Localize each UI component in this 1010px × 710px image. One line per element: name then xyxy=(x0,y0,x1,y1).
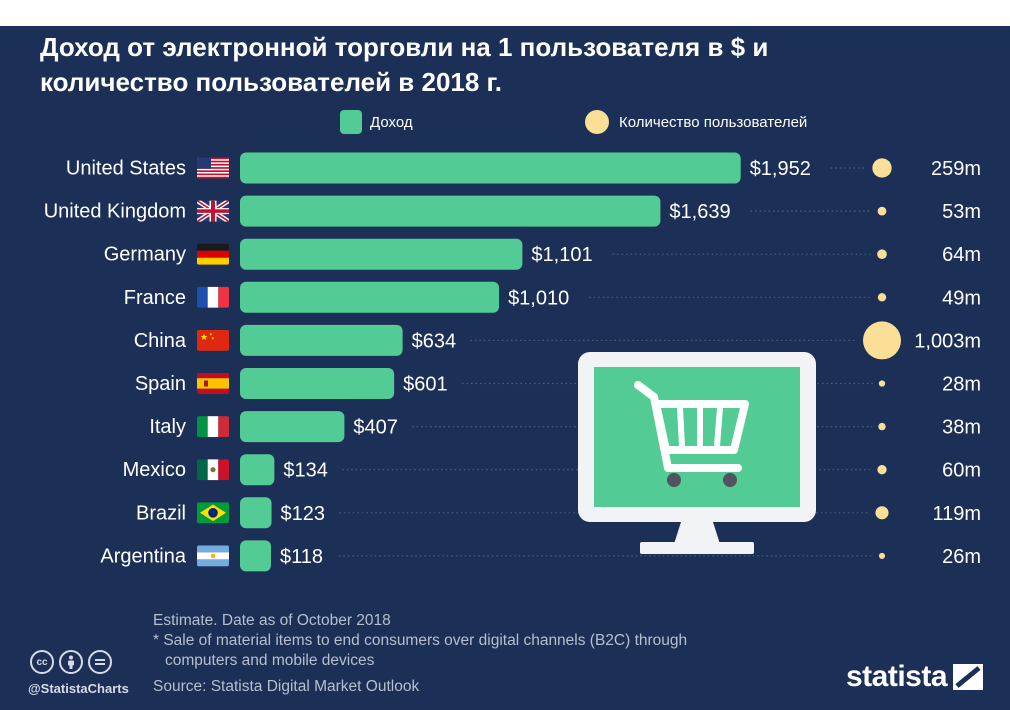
revenue-bar-china xyxy=(240,324,403,356)
revenue-label-mexico: $134 xyxy=(283,460,328,482)
users-dot-mexico xyxy=(877,465,887,475)
germany-flag-icon xyxy=(197,243,229,265)
revenue-bar-france xyxy=(240,281,500,313)
revenue-label-spain: $601 xyxy=(403,374,448,396)
license-icons: cc xyxy=(30,650,112,674)
chart-title-line-1: Доход от электронной торговли на 1 польз… xyxy=(40,32,769,62)
category-label-china: China xyxy=(134,330,187,352)
brazil-flag-icon xyxy=(197,502,229,524)
brand-wordmark: statista xyxy=(846,660,948,693)
cc-icon: cc xyxy=(30,650,54,674)
revenue-label-united-states: $1,952 xyxy=(750,158,811,180)
users-dot-spain xyxy=(878,380,886,387)
category-label-france: France xyxy=(124,287,186,309)
users-label-italy: 38m xyxy=(942,417,981,439)
revenue-bar-brazil xyxy=(240,497,272,529)
revenue-bar-united-kingdom xyxy=(240,195,661,227)
legend-item-revenue: Доход xyxy=(340,110,413,134)
revenue-bar-spain xyxy=(240,368,395,399)
users-label-france: 49m xyxy=(942,287,981,309)
users-label-argentina: 26m xyxy=(942,546,981,568)
revenue-bar-mexico xyxy=(240,454,275,486)
users-dot-germany xyxy=(877,249,887,259)
spain-flag-icon xyxy=(197,373,229,394)
chart-rows: United States $1,952 259m United Kingdom $1,… xyxy=(44,152,981,572)
china-flag-icon xyxy=(197,329,229,351)
users-label-united-kingdom: 53m xyxy=(942,201,981,223)
category-label-spain: Spain xyxy=(135,373,186,395)
revenue-label-italy: $407 xyxy=(353,417,398,439)
users-dot-argentina xyxy=(878,552,886,559)
legend-label-revenue: Доход xyxy=(370,113,413,131)
revenue-label-france: $1,010 xyxy=(508,287,569,309)
statista-logo[interactable]: statista xyxy=(846,660,984,694)
italy-flag-icon xyxy=(197,416,229,438)
users-label-united-states: 259m xyxy=(931,158,981,180)
revenue-label-germany: $1,101 xyxy=(531,244,592,266)
revenue-bar-italy xyxy=(240,411,345,443)
users-dot-italy xyxy=(878,422,886,431)
argentina-flag-icon xyxy=(197,545,229,567)
footer-source: Source: Statista Digital Market Outlook xyxy=(153,678,420,695)
revenue-label-argentina: $118 xyxy=(280,546,323,568)
footer-notes: Estimate. Date as of October 2018 * Sale… xyxy=(153,611,687,671)
nd-icon xyxy=(88,650,112,674)
users-dot-united-states xyxy=(872,158,892,178)
mexico-flag-icon xyxy=(197,459,229,481)
category-label-germany: Germany xyxy=(104,244,186,266)
statista-logo-icon xyxy=(953,664,984,690)
revenue-bar-argentina xyxy=(240,540,271,572)
footer-note-definition-cont: computers and mobile devices xyxy=(165,652,375,669)
header-strip xyxy=(0,0,1010,26)
category-label-united-states: United States xyxy=(66,158,186,180)
category-label-argentina: Argentina xyxy=(100,545,186,567)
chart-title: Доход от электронной торговли на 1 польз… xyxy=(40,30,980,100)
legend-item-users: Количество пользователей xyxy=(585,110,807,134)
france-flag-icon xyxy=(197,286,229,308)
category-label-mexico: Mexico xyxy=(123,459,186,481)
users-dot-china xyxy=(863,321,901,360)
users-label-spain: 28m xyxy=(942,374,981,396)
revenue-label-brazil: $123 xyxy=(281,503,326,525)
category-label-brazil: Brazil xyxy=(136,502,186,524)
revenue-label-china: $634 xyxy=(412,330,457,352)
users-label-mexico: 60m xyxy=(942,460,981,482)
us-flag-icon xyxy=(197,157,229,179)
revenue-label-united-kingdom: $1,639 xyxy=(669,201,730,223)
users-dot-france xyxy=(877,293,887,302)
users-label-germany: 64m xyxy=(942,244,981,266)
users-dot-united-kingdom xyxy=(877,206,887,216)
footer-note-definition: * Sale of material items to end consumer… xyxy=(153,632,688,649)
legend-swatch-users xyxy=(585,110,609,134)
revenue-bar-germany xyxy=(240,238,523,270)
chart-title-line-2: количество пользователей в 2018 г. xyxy=(40,67,503,97)
category-label-united-kingdom: United Kingdom xyxy=(44,201,186,223)
revenue-bar-united-states xyxy=(240,152,741,184)
users-label-brazil: 119m xyxy=(932,503,981,525)
uk-flag-icon xyxy=(197,201,229,222)
legend-swatch-revenue xyxy=(340,110,362,134)
by-icon xyxy=(59,650,83,674)
legend-label-users: Количество пользователей xyxy=(619,113,808,131)
users-label-china: 1,003m xyxy=(914,330,981,352)
users-dot-brazil xyxy=(875,506,889,520)
shopping-monitor-icon xyxy=(578,352,816,554)
social-handle: @StatistaCharts xyxy=(28,681,129,696)
footer-note-estimate: Estimate. Date as of October 2018 xyxy=(153,612,391,629)
category-label-italy: Italy xyxy=(149,416,186,438)
